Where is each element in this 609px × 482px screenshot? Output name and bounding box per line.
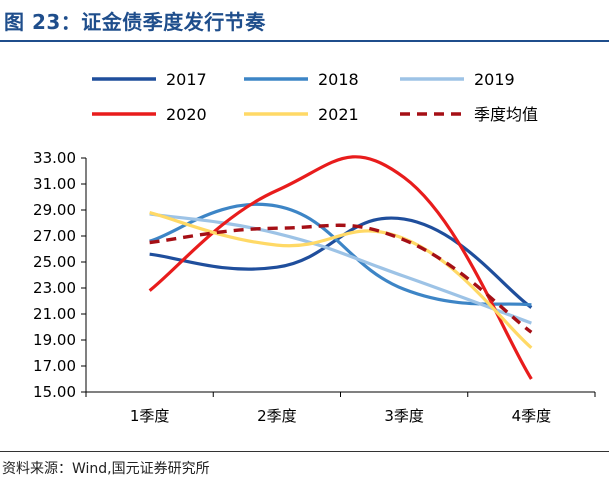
series-line-2019 (149, 212, 532, 325)
x-tick-label: 2季度 (257, 407, 297, 425)
source-note: 资料来源：Wind,国元证券研究所 (2, 461, 210, 477)
legend-label: 2019 (474, 70, 515, 89)
legend-label: 2021 (318, 105, 359, 124)
legend-label: 2018 (318, 70, 359, 89)
legend-item: 季度均值 (400, 105, 538, 124)
legend-label: 2020 (166, 105, 207, 124)
chart-axes: 15.00 17.00 19.00 21.00 23.00 25.00 27.00 29.00… (33, 149, 596, 425)
legend-item: 2019 (400, 70, 515, 89)
legend-item: 2021 (244, 105, 359, 124)
x-tick-label: 3季度 (384, 407, 424, 425)
y-tick-label: 23.00 (33, 279, 76, 297)
y-tick-label: 29.00 (33, 201, 76, 219)
y-tick-label: 33.00 (33, 149, 76, 167)
y-tick-label: 31.00 (33, 175, 76, 193)
y-tick-label: 15.00 (33, 383, 76, 401)
series-line-2021 (149, 211, 533, 350)
legend-item: 2017 (92, 70, 207, 89)
series-line-2018 (149, 202, 532, 307)
legend-item: 2020 (92, 105, 207, 124)
y-tick-label: 19.00 (33, 331, 76, 349)
y-tick-label: 21.00 (33, 305, 76, 323)
series-line-2020 (148, 155, 533, 380)
x-tick-label: 1季度 (130, 407, 170, 425)
chart-lines (148, 155, 533, 380)
y-tick-label: 25.00 (33, 253, 76, 271)
figure-title: 图 23：证金债季度发行节奏 (4, 10, 266, 34)
legend-label: 2017 (166, 70, 207, 89)
legend-item: 2018 (244, 70, 359, 89)
x-tick-label: 4季度 (512, 407, 552, 425)
legend-label: 季度均值 (474, 105, 538, 124)
series-line-季度均值 (149, 223, 533, 334)
y-tick-label: 27.00 (33, 227, 76, 245)
chart-legend: 2017 2018 2019 2020 2021 季度均值 (92, 70, 538, 124)
title-divider (0, 40, 609, 42)
y-tick-label: 17.00 (33, 357, 76, 375)
figure-header: 图 23：证金债季度发行节奏 (0, 0, 609, 40)
source-divider (0, 451, 609, 452)
